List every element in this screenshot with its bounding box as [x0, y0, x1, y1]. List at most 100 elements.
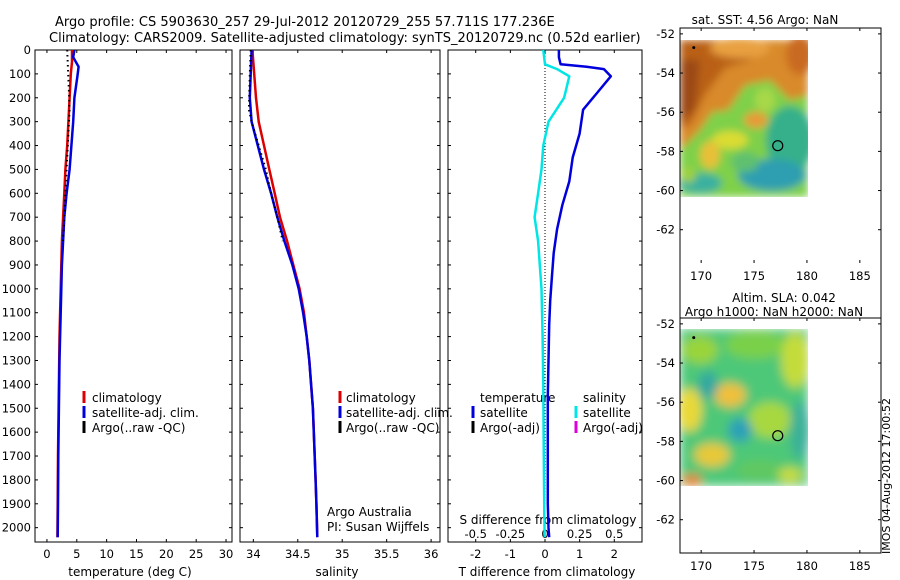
sla-map-title: Altim. SLA: 0.042: [732, 291, 836, 305]
map-lat-tick-label: -60: [656, 184, 675, 198]
series-climatology-line: [251, 49, 319, 538]
series-satellite-line: [546, 50, 613, 538]
depth-tick-label: 1700: [2, 449, 31, 463]
sla-heatmap: [680, 329, 808, 486]
map-lon-tick-label: 180: [796, 559, 818, 573]
depth-tick-label: 0: [24, 43, 31, 57]
series-argo-raw-qc-line: [62, 49, 71, 242]
reference-dot-marker: [692, 46, 696, 50]
depth-tick-label: 1300: [2, 353, 31, 367]
s-difference-tick-label: 0.25: [567, 527, 593, 541]
reference-dot-marker: [692, 336, 696, 340]
s-difference-tick-label: -0.5: [464, 527, 486, 541]
x-tick-label: 20: [159, 547, 174, 561]
depth-tick-label: 100: [9, 67, 31, 81]
depth-tick-label: 1000: [2, 282, 31, 296]
s-difference-tick-label: 0.5: [605, 527, 623, 541]
legend-label-climatology: climatology: [92, 391, 162, 405]
series-satellite-line: [533, 49, 571, 538]
depth-tick-label: 500: [9, 162, 31, 176]
map-lat-tick-label: -62: [656, 513, 675, 527]
x-tick-label: 0: [541, 547, 548, 561]
sst-map-title: sat. SST: 4.56 Argo: NaN: [692, 13, 839, 27]
map-lat-tick-label: -58: [656, 434, 675, 448]
x-tick-label: 25: [189, 547, 204, 561]
data-layer: [56, 46, 784, 538]
depth-tick-label: 1900: [2, 497, 31, 511]
legend-label-satellite-adj: satellite-adj. clim.: [346, 406, 453, 420]
temperature-legend: climatology satellite-adj. clim. Argo(..…: [82, 391, 199, 435]
map-lat-tick-label: -60: [656, 474, 675, 488]
s-difference-tick-label: -0.25: [495, 527, 525, 541]
depth-tick-label: 300: [9, 115, 31, 129]
map-lat-tick-label: -56: [656, 105, 675, 119]
x-tick-label: 0: [43, 547, 50, 561]
depth-tick-label: 1800: [2, 473, 31, 487]
depth-tick-label: 1500: [2, 401, 31, 415]
x-tick-label: 10: [99, 547, 114, 561]
series-argo-raw-qc-line: [247, 49, 284, 242]
x-tick-label: 30: [219, 547, 234, 561]
map-lat-tick-label: -54: [656, 356, 675, 370]
sla-map-title-line-2: Argo h1000: NaN h2000: NaN: [685, 305, 863, 319]
map-lon-tick-label: 185: [849, 559, 871, 573]
salinity-axis-label: salinity: [315, 565, 358, 579]
depth-tick-label: 900: [9, 258, 31, 272]
x-tick-label: 2: [611, 547, 618, 561]
x-tick-label: 34: [246, 547, 261, 561]
x-tick-label: 35.5: [374, 547, 400, 561]
imos-timestamp: IMOS 04-Aug-2012 17:00:52: [880, 398, 893, 554]
legend-label-temp-argo: Argo(-adj): [480, 421, 540, 435]
depth-tick-label: 1400: [2, 377, 31, 391]
x-tick-label: 1: [576, 547, 583, 561]
title-line-1: Argo profile: CS 5903630_257 29-Jul-2012…: [55, 15, 555, 30]
temperature-axis-label: temperature (deg C): [68, 565, 191, 579]
legend-label-sal-argo: Argo(-adj): [583, 421, 643, 435]
map-lat-tick-label: -58: [656, 144, 675, 158]
salinity-legend: climatology satellite-adj. clim. Argo(..…: [338, 391, 453, 435]
depth-tick-label: 700: [9, 210, 31, 224]
depth-tick-label: 2000: [2, 521, 31, 535]
difference-legend: temperature salinity satellite Argo(-adj…: [471, 391, 643, 435]
salinity-panel: [239, 49, 441, 543]
depth-tick-label: 800: [9, 234, 31, 248]
argo-location-marker: [772, 430, 784, 442]
pi-label: PI: Susan Wijffels: [327, 520, 429, 534]
map-lat-tick-label: -54: [656, 66, 675, 80]
series-climatology-line: [56, 50, 74, 538]
sla-map-frame: [679, 317, 882, 554]
depth-tick-label: 1100: [2, 306, 31, 320]
title-line-2: Climatology: CARS2009. Satellite-adjuste…: [49, 31, 641, 46]
sst-heatmap: [680, 40, 808, 197]
legend-label-argo: Argo(..raw -QC): [346, 421, 439, 435]
legend-label-sal-satellite: satellite: [583, 406, 631, 420]
x-tick-label: 34.5: [285, 547, 311, 561]
argo-location-marker: [772, 140, 784, 152]
map-lat-tick-label: -52: [656, 317, 675, 331]
map-lon-tick-label: 185: [849, 269, 871, 283]
map-lon-tick-label: 170: [690, 559, 712, 573]
series-satellite-adj-clim-line: [56, 49, 80, 538]
legend-label-climatology: climatology: [346, 391, 416, 405]
x-tick-label: 35: [335, 547, 350, 561]
x-tick-label: 15: [129, 547, 144, 561]
axes-layer: 0100200300400500600700800900100011001200…: [2, 27, 881, 573]
x-tick-label: -1: [505, 547, 516, 561]
x-tick-label: -2: [470, 547, 481, 561]
argo-australia-label: Argo Australia: [327, 505, 412, 519]
x-tick-label: 5: [73, 547, 80, 561]
legend-label-satellite-adj: satellite-adj. clim.: [92, 406, 199, 420]
map-lon-tick-label: 170: [690, 269, 712, 283]
legend-label-argo: Argo(..raw -QC): [92, 421, 185, 435]
depth-tick-label: 1200: [2, 330, 31, 344]
map-lon-tick-label: 175: [743, 559, 765, 573]
map-lat-tick-label: -62: [656, 223, 675, 237]
legend-label-temp-satellite: satellite: [480, 406, 528, 420]
legend-title-temperature: temperature: [480, 391, 555, 405]
depth-tick-label: 200: [9, 91, 31, 105]
map-lon-tick-label: 175: [743, 269, 765, 283]
depth-tick-label: 1600: [2, 425, 31, 439]
map-lat-tick-label: -52: [656, 27, 675, 41]
map-lon-tick-label: 180: [796, 269, 818, 283]
